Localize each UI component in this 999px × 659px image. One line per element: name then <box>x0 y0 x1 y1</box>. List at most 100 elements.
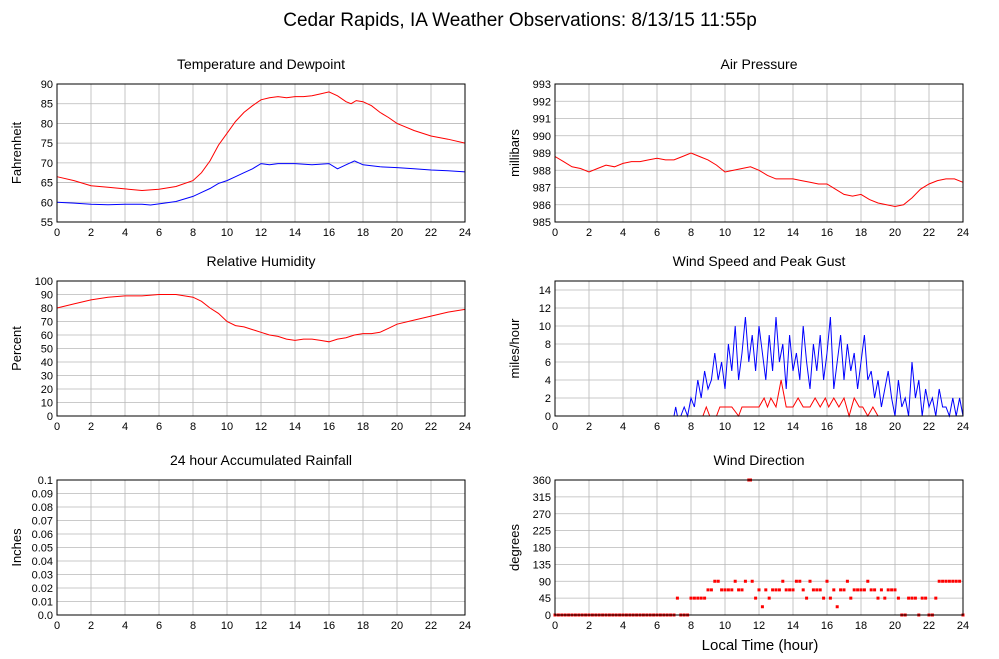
x-tick-label: 24 <box>957 620 969 632</box>
y-tick-label: 990 <box>533 131 551 143</box>
y-tick-label: 6 <box>545 357 551 369</box>
x-tick-label: 8 <box>190 421 196 433</box>
data-point <box>896 596 900 600</box>
x-tick-label: 2 <box>88 421 94 433</box>
x-tick-label: 16 <box>323 620 335 632</box>
data-point <box>696 596 700 600</box>
chart-title: Temperature and Dewpoint <box>177 56 345 72</box>
data-point <box>771 588 775 592</box>
y-tick-label: 225 <box>533 526 551 538</box>
chart-panel-pressure: 0 2 4 6 8 10 12 14 16 18 20 22 249859869879889899909… <box>507 56 969 239</box>
y-tick-label: 4 <box>545 375 551 387</box>
y-tick-label: 8 <box>545 339 551 351</box>
x-tick-label: 24 <box>459 421 471 433</box>
data-point <box>788 588 792 592</box>
data-point <box>920 596 924 600</box>
x-tick-label: 22 <box>425 227 437 239</box>
data-point <box>856 588 860 592</box>
series-line-0 <box>554 152 964 208</box>
y-tick-label: 55 <box>41 217 53 229</box>
y-tick-label: 988 <box>533 165 551 177</box>
x-tick-label: 14 <box>787 620 799 632</box>
y-tick-label: 90 <box>41 79 53 91</box>
data-point <box>944 579 948 583</box>
y-tick-label: 993 <box>533 79 551 91</box>
x-tick-label: 20 <box>391 421 403 433</box>
x-tick-label: 4 <box>620 620 626 632</box>
x-tick-label: 24 <box>459 227 471 239</box>
y-tick-label: 0.09 <box>32 489 53 501</box>
plot-frame <box>56 280 466 417</box>
x-tick-label: 16 <box>323 227 335 239</box>
chart-panel-humidity: 0 2 4 6 8 10 12 14 16 18 20 22 240102030405060708090… <box>9 253 471 433</box>
x-tick-label: 24 <box>957 227 969 239</box>
chart-title: Air Pressure <box>720 56 797 72</box>
y-tick-label: 90 <box>41 290 53 302</box>
x-tick-label: 14 <box>289 620 301 632</box>
data-point <box>825 579 829 583</box>
y-tick-label: 70 <box>41 158 53 170</box>
x-tick-label: 14 <box>289 227 301 239</box>
data-point <box>730 588 734 592</box>
chart-title: Relative Humidity <box>207 253 316 269</box>
data-point <box>951 579 955 583</box>
x-tick-label: 0 <box>54 227 60 239</box>
x-tick-label: 10 <box>221 421 233 433</box>
data-point <box>890 588 894 592</box>
x-tick-label: 10 <box>221 227 233 239</box>
y-tick-label: 0.03 <box>32 570 53 582</box>
x-tick-label: 6 <box>654 421 660 433</box>
data-point <box>777 588 781 592</box>
data-point <box>798 579 802 583</box>
data-point <box>716 579 720 583</box>
y-tick-label: 0 <box>47 411 53 423</box>
plot-frame <box>554 479 964 616</box>
y-tick-label: 0.07 <box>32 516 53 528</box>
x-tick-label: 8 <box>688 227 694 239</box>
x-tick-label: 12 <box>255 620 267 632</box>
x-tick-label: 20 <box>391 227 403 239</box>
data-point <box>845 579 849 583</box>
y-tick-label: 80 <box>41 118 53 130</box>
x-tick-label: 20 <box>889 227 901 239</box>
x-tick-label: 12 <box>753 620 765 632</box>
data-point <box>907 596 911 600</box>
x-tick-label: 6 <box>654 227 660 239</box>
y-tick-label: 0.04 <box>32 556 53 568</box>
data-point <box>709 588 713 592</box>
figure-title: Cedar Rapids, IA Weather Observations: 8… <box>283 10 757 31</box>
x-tick-label: 6 <box>156 227 162 239</box>
data-point <box>924 596 928 600</box>
x-tick-label: 2 <box>88 227 94 239</box>
data-point <box>805 596 809 600</box>
data-point <box>876 596 880 600</box>
x-tick-label: 20 <box>391 620 403 632</box>
x-tick-label: 8 <box>190 227 196 239</box>
data-point <box>849 596 853 600</box>
y-tick-label: 0.01 <box>32 597 53 609</box>
data-point <box>737 588 741 592</box>
y-axis-label: Percent <box>9 326 24 371</box>
data-point <box>689 596 693 600</box>
chart-panel-temp: 0 2 4 6 8 10 12 14 16 18 20 22 245560657075808590Tem… <box>9 56 471 239</box>
x-tick-label: 0 <box>54 421 60 433</box>
x-tick-label: 20 <box>889 421 901 433</box>
data-point <box>774 588 778 592</box>
series-line-0 <box>56 294 466 343</box>
series-line-1 <box>56 160 466 206</box>
x-tick-label: 2 <box>586 227 592 239</box>
x-tick-label: 2 <box>586 620 592 632</box>
panels-group: 0 2 4 6 8 10 12 14 16 18 20 22 245560657075808590Tem… <box>9 56 969 632</box>
data-point <box>873 588 877 592</box>
data-point <box>720 588 724 592</box>
plot-frame <box>56 479 466 616</box>
data-point <box>706 588 710 592</box>
x-tick-label: 14 <box>787 421 799 433</box>
data-point <box>910 596 914 600</box>
x-tick-label: 0 <box>552 620 558 632</box>
series-line-1 <box>555 379 963 418</box>
data-point <box>839 588 843 592</box>
data-point <box>958 579 962 583</box>
data-point <box>934 596 938 600</box>
